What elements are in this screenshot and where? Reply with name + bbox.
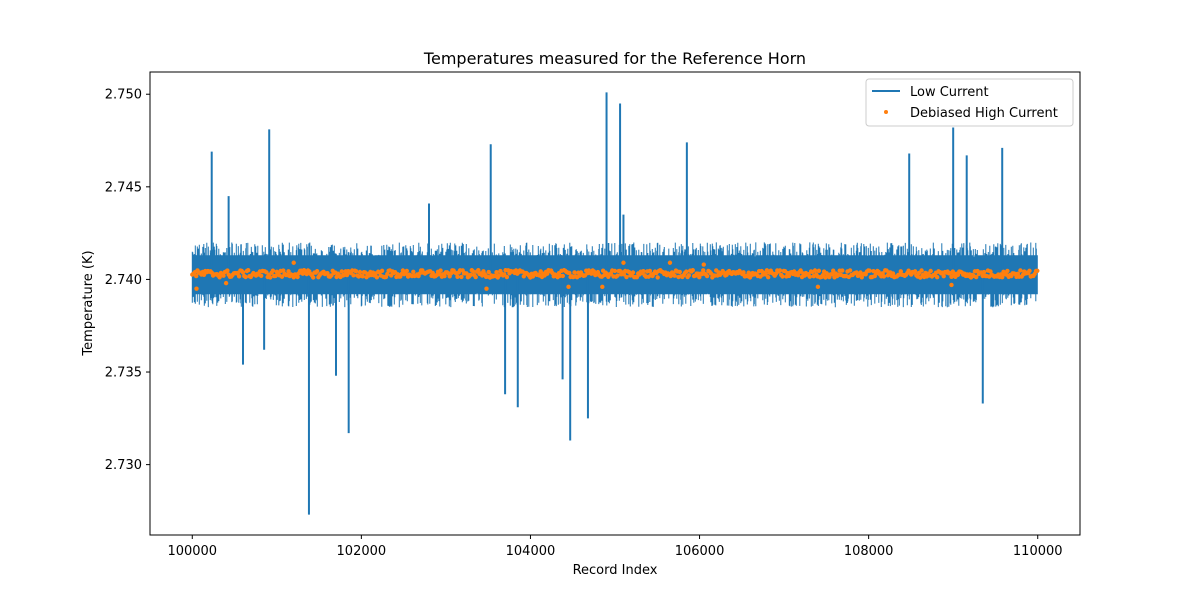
y-axis: 2.730 2.735 2.740 2.745 2.750 [105,88,150,473]
debiased-high-current-outlier [667,260,673,265]
debiased-high-current-points [190,267,1040,280]
debiased-high-current-outlier [566,284,571,290]
legend-label-debiased-high-current: Debiased High Current [910,106,1058,121]
debiased-high-current-outlier [223,280,229,286]
y-axis-label: Temperature (K) [81,250,96,356]
debiased-high-current-outlier [291,260,296,265]
x-tick-label: 102000 [337,544,387,559]
debiased-high-current-outlier [484,286,489,291]
y-tick-label: 2.745 [105,180,142,195]
legend-box [865,78,1074,127]
debiased-high-current-outlier [701,262,706,267]
plot-frame [149,71,1081,536]
y-tick-label: 2.730 [105,458,142,473]
y-tick-label: 2.740 [105,273,142,288]
x-tick-label: 104000 [506,544,556,559]
x-tick-label: 100000 [167,544,217,559]
y-tick-label: 2.750 [105,88,142,103]
x-tick-label: 110000 [1013,544,1063,559]
x-axis: 100000 102000 104000 106000 108000 110000 [167,535,1063,559]
debiased-high-current-outlier [600,284,605,290]
x-tick-label: 108000 [844,544,894,559]
x-axis-label: Record Index [573,563,658,578]
legend[interactable]: Low Current Debiased High Current [865,78,1074,127]
debiased-high-current-outlier [621,260,626,265]
legend-scatter-swatch [884,110,888,114]
plot-area [190,92,1040,515]
y-tick-label: 2.735 [105,366,142,381]
debiased-high-current-outlier [949,282,954,288]
legend-label-low-current: Low Current [910,85,989,100]
x-tick-label: 106000 [675,544,725,559]
debiased-high-current-outlier [194,286,199,291]
chart-title: Temperatures measured for the Reference … [423,49,806,68]
debiased-high-current-outlier [815,284,821,290]
